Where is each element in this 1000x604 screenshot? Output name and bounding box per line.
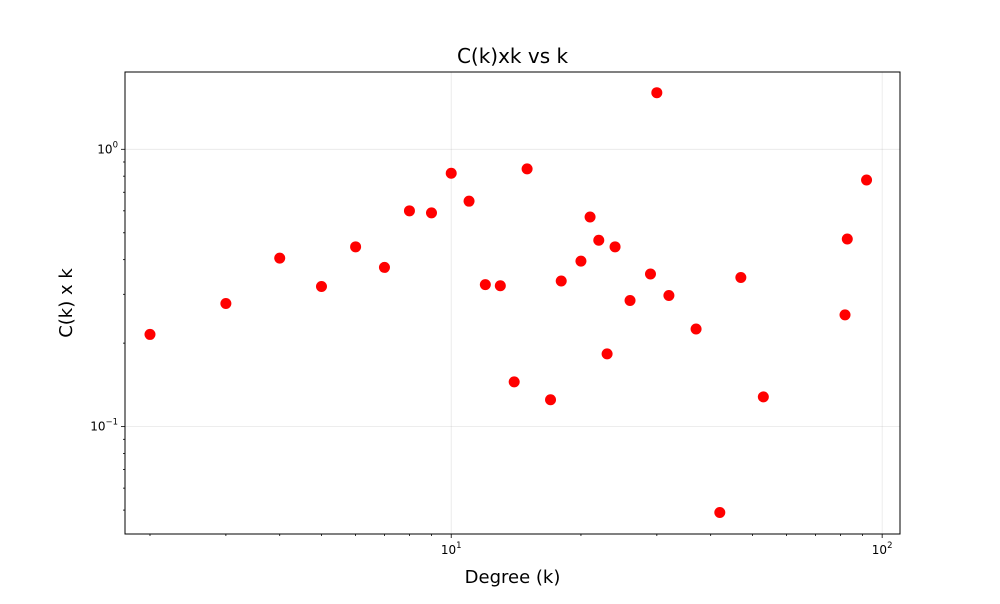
data-point (350, 241, 362, 253)
data-point (663, 290, 675, 302)
data-point (609, 241, 621, 253)
data-point (545, 394, 557, 406)
plot-area-frame (124, 71, 901, 535)
data-point (593, 234, 605, 246)
data-point (841, 233, 853, 245)
data-point (378, 261, 390, 273)
data-point (315, 281, 327, 293)
data-point (651, 87, 663, 99)
data-point (521, 163, 533, 175)
data-point (494, 280, 506, 292)
data-point (555, 275, 567, 287)
chart-title: C(k)xk vs k (457, 44, 569, 68)
data-point (690, 323, 702, 335)
data-point (445, 167, 457, 179)
data-point (584, 211, 596, 223)
data-point (601, 348, 613, 360)
data-point (644, 268, 656, 280)
x-axis-label: Degree (k) (465, 567, 561, 588)
axis-ticks: 101 102 10−1 100 (90, 140, 892, 557)
data-point (220, 297, 232, 309)
data-point (144, 328, 156, 340)
data-point (624, 294, 636, 306)
data-point (425, 207, 437, 219)
grid (125, 72, 900, 534)
data-point (757, 391, 769, 403)
y-tick-label: 100 (97, 140, 118, 156)
data-point (839, 309, 851, 321)
data-point (274, 252, 286, 264)
data-points (144, 87, 873, 519)
data-point (403, 205, 415, 217)
data-point (861, 174, 873, 186)
data-point (508, 376, 520, 388)
data-point (479, 279, 491, 291)
x-tick-label: 102 (872, 541, 893, 557)
y-tick-label: 10−1 (90, 418, 118, 434)
data-point (735, 271, 747, 283)
data-point (575, 255, 587, 267)
data-point (463, 195, 475, 207)
y-axis-label: C(k) x k (56, 268, 77, 338)
x-tick-label: 101 (441, 541, 462, 557)
data-point (714, 507, 726, 519)
